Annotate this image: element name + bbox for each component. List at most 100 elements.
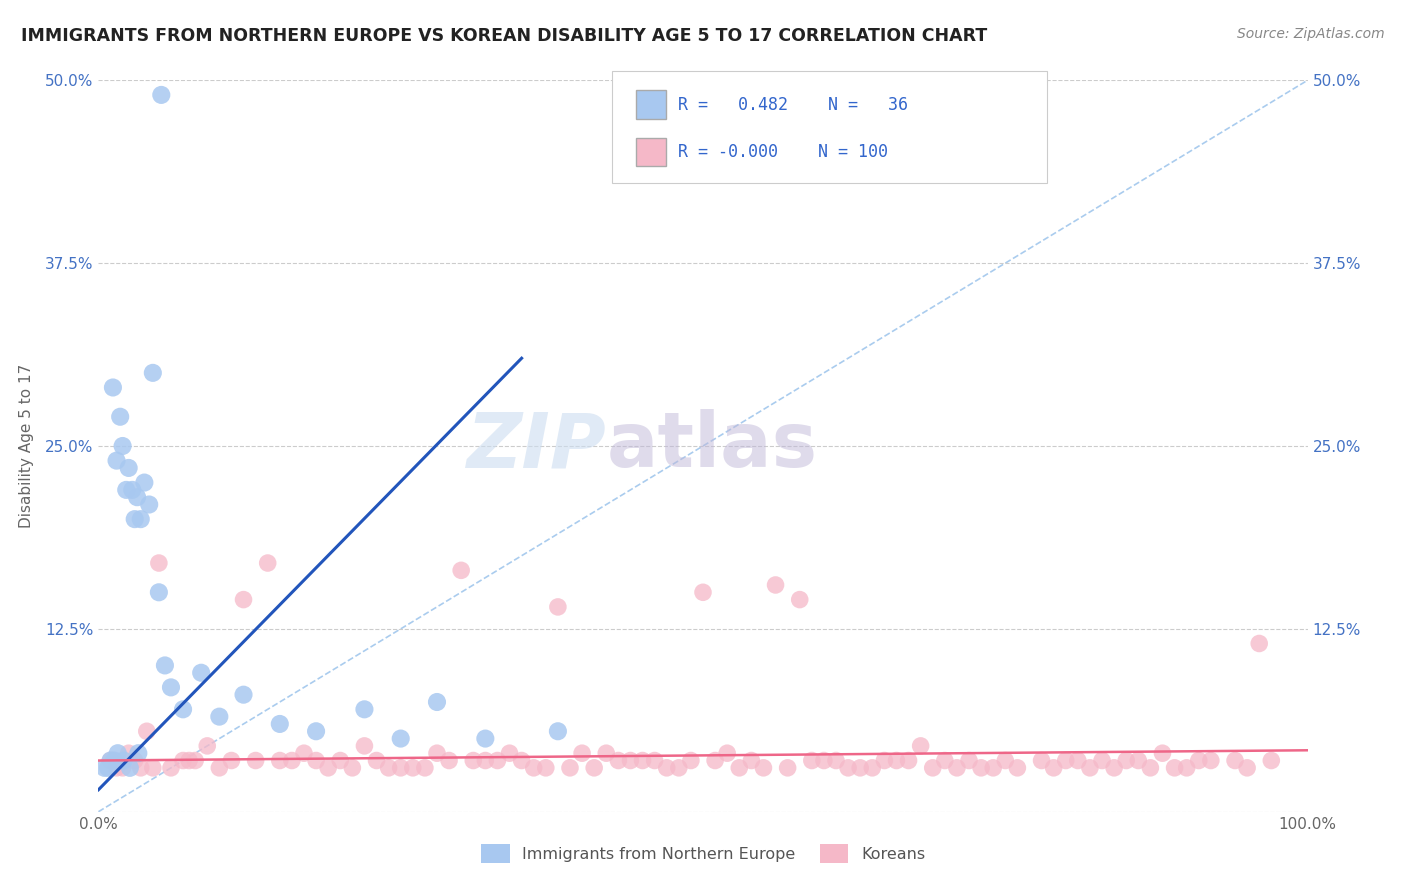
Point — [103, 754, 125, 768]
Point — [127, 490, 149, 504]
Point — [789, 592, 811, 607]
Point — [1054, 754, 1077, 768]
Point — [716, 746, 738, 760]
Point — [463, 754, 485, 768]
Point — [353, 739, 375, 753]
Point — [1115, 754, 1137, 768]
Point — [886, 754, 908, 768]
Point — [849, 761, 872, 775]
Point — [813, 754, 835, 768]
Point — [269, 717, 291, 731]
Point — [135, 724, 157, 739]
Point — [1152, 746, 1174, 760]
Point — [342, 761, 364, 775]
Point — [728, 761, 751, 775]
Point — [129, 512, 152, 526]
Point — [208, 761, 231, 775]
Point — [631, 754, 654, 768]
Point — [160, 681, 183, 695]
Point — [232, 688, 254, 702]
Point — [232, 592, 254, 607]
Point — [292, 746, 315, 760]
Point — [1031, 754, 1053, 768]
Point — [100, 754, 122, 768]
Point — [534, 761, 557, 775]
Point — [105, 761, 128, 775]
Point — [571, 746, 593, 760]
Point — [118, 761, 141, 775]
Point — [668, 761, 690, 775]
Point — [1163, 761, 1185, 775]
Point — [124, 512, 146, 526]
Point — [837, 761, 859, 775]
Point — [402, 761, 425, 775]
Point — [129, 761, 152, 775]
Point — [389, 731, 412, 746]
Point — [426, 746, 449, 760]
Point — [558, 761, 581, 775]
Point — [208, 709, 231, 723]
Point — [957, 754, 980, 768]
Text: R = -0.000    N = 100: R = -0.000 N = 100 — [678, 143, 887, 161]
Point — [150, 87, 173, 102]
Point — [692, 585, 714, 599]
Point — [800, 754, 823, 768]
Point — [1260, 754, 1282, 768]
Point — [595, 746, 617, 760]
Point — [934, 754, 956, 768]
Point — [921, 761, 943, 775]
Point — [142, 761, 165, 775]
Point — [437, 754, 460, 768]
Point — [619, 754, 641, 768]
Point — [190, 665, 212, 680]
Point — [316, 761, 339, 775]
Point — [413, 761, 436, 775]
Point — [1102, 761, 1125, 775]
Point — [776, 761, 799, 775]
Point — [994, 754, 1017, 768]
Point — [981, 761, 1004, 775]
Point — [1007, 761, 1029, 775]
Point — [752, 761, 775, 775]
Point — [111, 761, 134, 775]
Point — [97, 761, 120, 775]
Point — [127, 746, 149, 760]
Point — [305, 724, 328, 739]
Point — [105, 453, 128, 467]
Point — [523, 761, 546, 775]
Text: ZIP: ZIP — [467, 409, 606, 483]
Point — [118, 461, 141, 475]
Point — [148, 556, 170, 570]
Point — [184, 754, 207, 768]
Point — [148, 585, 170, 599]
Point — [897, 754, 920, 768]
Point — [124, 754, 146, 768]
Point — [111, 439, 134, 453]
Point — [142, 366, 165, 380]
Point — [134, 475, 156, 490]
Point — [910, 739, 932, 753]
Point — [153, 658, 176, 673]
Point — [860, 761, 883, 775]
Point — [121, 483, 143, 497]
Point — [108, 409, 131, 424]
Legend: Immigrants from Northern Europe, Koreans: Immigrants from Northern Europe, Koreans — [474, 838, 932, 870]
Point — [389, 761, 412, 775]
Point — [1091, 754, 1114, 768]
Point — [115, 483, 138, 497]
Point — [160, 761, 183, 775]
Text: Source: ZipAtlas.com: Source: ZipAtlas.com — [1237, 27, 1385, 41]
Text: R =   0.482    N =   36: R = 0.482 N = 36 — [678, 95, 908, 113]
Point — [112, 754, 135, 768]
Point — [1223, 754, 1246, 768]
Point — [172, 754, 194, 768]
Point — [426, 695, 449, 709]
Point — [547, 724, 569, 739]
Point — [946, 761, 969, 775]
Point — [765, 578, 787, 592]
Point — [547, 599, 569, 614]
Point — [1042, 761, 1064, 775]
Point — [644, 754, 666, 768]
Point — [221, 754, 243, 768]
Point — [118, 746, 141, 760]
